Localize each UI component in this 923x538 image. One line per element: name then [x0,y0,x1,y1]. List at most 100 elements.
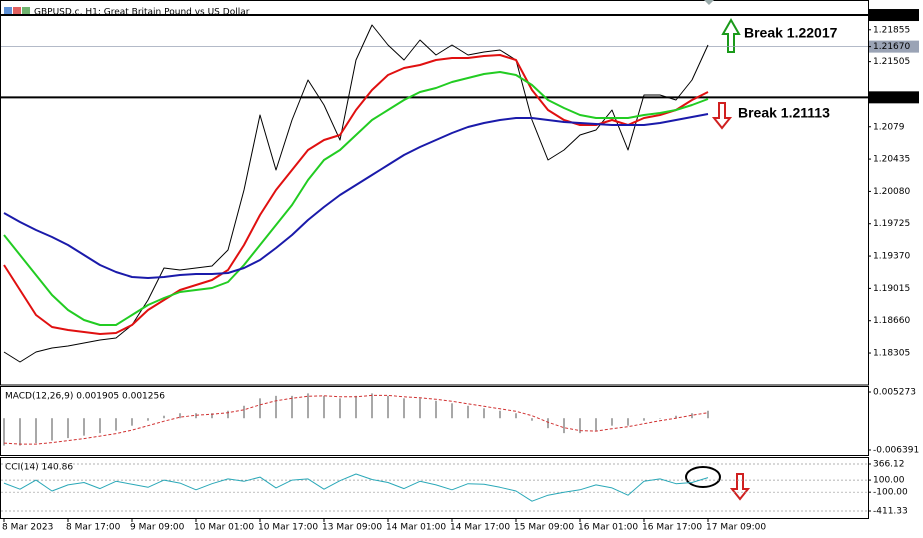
y-tick-label: 1.21855 [873,25,910,35]
histogram-bar [595,418,597,431]
histogram-bar [355,395,357,419]
x-tick-label: 13 Mar 09:00 [322,523,382,533]
histogram-bar [243,405,245,419]
histogram-bar [419,398,421,419]
histogram-bar [179,413,181,419]
histogram-bar [403,398,405,419]
y-tick-label: 1.19725 [873,219,910,229]
histogram-bar [19,418,21,446]
x-tick-label: 14 Mar 17:00 [450,523,510,533]
y-tick-label: 1.21113 [873,93,910,103]
histogram-bar [435,400,437,419]
price-label-box [869,40,919,53]
macd-title: MACD(12,26,9) 0.001905 0.001256 [5,392,165,402]
x-tick-label: 9 Mar 09:00 [130,523,185,533]
x-tick-label: 14 Mar 01:00 [386,523,446,533]
symbol-icons [4,7,30,15]
histogram-bar [307,393,309,419]
histogram-bar [131,418,133,426]
icon [13,7,21,15]
histogram-bar [291,395,293,419]
y-tick-label: -100.00 [873,488,908,498]
x-tick-label: 10 Mar 01:00 [194,523,254,533]
x-tick-label: 8 Mar 17:00 [66,523,121,533]
x-tick-label: 10 Mar 17:00 [258,523,318,533]
cci-title: CCI(14) 140.86 [5,463,73,473]
series-line [3,473,709,502]
down-arrow [711,102,733,130]
y-tick-label: 1.21670 [873,42,910,52]
annotation: Break 1.21113 [738,105,830,121]
histogram-bar [259,398,261,419]
histogram-bar [275,395,277,419]
histogram-bar [163,415,165,419]
y-tick-label: 0.005273 [873,388,916,398]
y-tick-label: 1.19370 [873,252,910,262]
histogram-bar [99,418,101,434]
series-line [3,394,709,445]
histogram-bar [467,405,469,419]
x-tick-label: 17 Mar 09:00 [706,523,766,533]
histogram-bar [675,415,677,419]
y-tick-label: 1.18660 [873,316,910,326]
histogram-bar [707,410,709,419]
histogram-bar [691,413,693,419]
histogram-bar [323,395,325,419]
y-tick-label: 1.21505 [873,57,910,67]
chart-title: GBPUSD.c, H1: Great Britain Pound vs US … [34,8,250,18]
histogram-bar [211,413,213,419]
histogram-bar [51,418,53,441]
price-frame [0,0,869,386]
icon [22,7,30,15]
y-tick-label: 1.22017 [873,11,910,21]
histogram-bar [659,418,661,419]
histogram-bar [67,418,69,439]
icon [4,7,12,15]
down-arrow [729,473,751,501]
histogram-bar [483,408,485,419]
series-line [3,113,709,279]
histogram-bar [195,413,197,419]
annotation: Break 1.22017 [744,25,838,41]
x-tick-label: 8 Mar 2023 [2,523,53,533]
series-line [3,24,709,363]
x-tick-label: 16 Mar 01:00 [578,523,638,533]
price-label-box [869,9,919,22]
y-tick-label: 1.19015 [873,284,910,294]
histogram-bar [515,413,517,419]
y-tick-label: 1.20435 [873,155,910,165]
y-tick-label: -411.33 [873,507,908,517]
histogram-bar [227,410,229,419]
series-line [3,71,709,326]
histogram-bar [35,418,37,444]
histogram-bar [563,418,565,434]
y-tick-label: -0.006391 [873,445,919,455]
histogram-bar [339,398,341,419]
histogram-bar [643,418,645,421]
histogram-bar [387,395,389,419]
histogram-bar [451,403,453,419]
y-tick-label: 1.2079 [873,122,905,132]
up-arrow [721,17,741,53]
cci-frame [0,457,869,519]
histogram-bar [531,418,533,421]
y-tick-label: 1.18305 [873,349,910,359]
histogram-bar [499,410,501,419]
histogram-bar [627,418,629,426]
y-tick-label: 1.20080 [873,187,910,197]
histogram-bar [579,418,581,434]
histogram-bar [83,418,85,436]
shift-marker [704,0,714,5]
histogram-bar [371,393,373,419]
histogram-bar [3,418,5,446]
histogram-bar [611,418,613,426]
histogram-bar [115,418,117,431]
panel-frames [0,0,869,519]
x-tick-label: 15 Mar 09:00 [514,523,574,533]
macd-frame [0,386,869,456]
series-line [3,54,709,335]
x-tick-label: 16 Mar 17:00 [642,523,702,533]
y-tick-label: 100.00 [873,476,905,486]
